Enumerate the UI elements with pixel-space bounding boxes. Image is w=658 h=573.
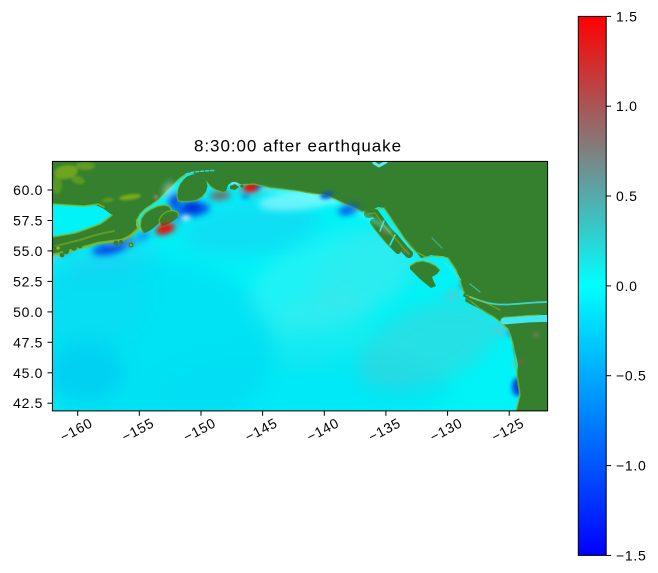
svg-text:−1.5: −1.5 (616, 547, 646, 563)
svg-text:0.0: 0.0 (616, 278, 638, 294)
svg-text:57.5: 57.5 (13, 213, 43, 229)
svg-text:1.5: 1.5 (616, 8, 638, 24)
svg-text:45.0: 45.0 (13, 365, 43, 381)
svg-text:−0.5: −0.5 (616, 368, 646, 384)
svg-text:60.0: 60.0 (13, 182, 43, 198)
svg-text:42.5: 42.5 (13, 395, 43, 411)
svg-text:55.0: 55.0 (13, 243, 43, 259)
svg-text:50.0: 50.0 (13, 304, 43, 320)
svg-text:8:30:00 after earthquake: 8:30:00 after earthquake (194, 137, 402, 156)
svg-text:47.5: 47.5 (13, 334, 43, 350)
svg-text:−1.0: −1.0 (616, 458, 646, 474)
svg-text:0.5: 0.5 (616, 188, 638, 204)
svg-text:52.5: 52.5 (13, 273, 43, 289)
svg-text:1.0: 1.0 (616, 98, 638, 114)
